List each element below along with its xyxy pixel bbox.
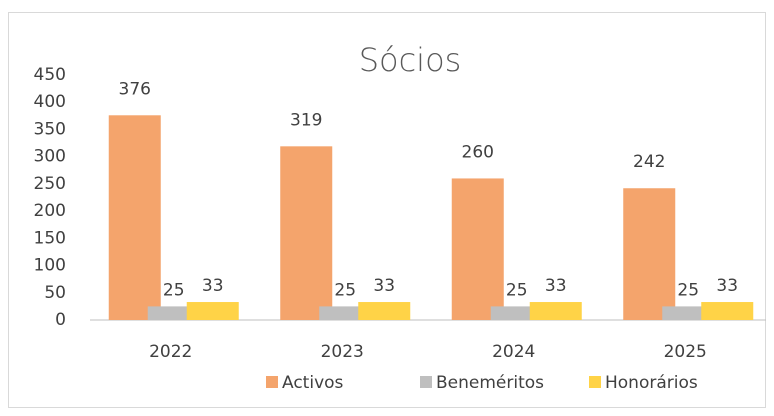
data-label: 319 — [290, 110, 322, 130]
data-label: 33 — [373, 276, 395, 296]
data-label: 25 — [506, 280, 528, 300]
legend-swatch — [589, 376, 601, 388]
bar — [186, 302, 239, 320]
y-tick-label: 450 — [34, 65, 66, 85]
data-label: 242 — [633, 152, 665, 172]
y-tick-label: 250 — [34, 174, 66, 194]
bar — [451, 178, 504, 320]
data-label: 33 — [716, 276, 738, 296]
data-label: 376 — [119, 79, 151, 99]
data-label: 25 — [163, 280, 185, 300]
y-tick-label: 150 — [34, 228, 66, 248]
x-tick-label: 2025 — [664, 342, 707, 362]
x-tick-label: 2024 — [492, 342, 535, 362]
legend-label: Beneméritos — [436, 373, 544, 393]
y-tick-label: 200 — [34, 201, 66, 221]
data-label: 33 — [202, 276, 224, 296]
bar — [623, 188, 676, 320]
data-label: 260 — [462, 142, 494, 162]
y-tick-label: 100 — [34, 256, 66, 276]
y-tick-label: 0 — [55, 310, 66, 330]
y-tick-label: 300 — [34, 147, 66, 167]
chart-title: Sócios — [359, 41, 462, 79]
legend-label: Honorários — [605, 373, 698, 393]
data-label: 25 — [334, 280, 356, 300]
bar — [529, 302, 582, 320]
data-label: 33 — [545, 276, 567, 296]
bar — [108, 115, 161, 321]
y-tick-label: 350 — [34, 119, 66, 139]
legend-label: Activos — [282, 373, 344, 393]
y-tick-label: 50 — [44, 283, 66, 303]
legend-swatch — [420, 376, 432, 388]
data-label: 25 — [677, 280, 699, 300]
y-tick-label: 400 — [34, 92, 66, 112]
bar — [701, 302, 754, 320]
legend-swatch — [266, 376, 278, 388]
x-tick-label: 2023 — [321, 342, 364, 362]
bar — [358, 302, 411, 320]
bar — [280, 146, 333, 320]
x-tick-label: 2022 — [149, 342, 192, 362]
